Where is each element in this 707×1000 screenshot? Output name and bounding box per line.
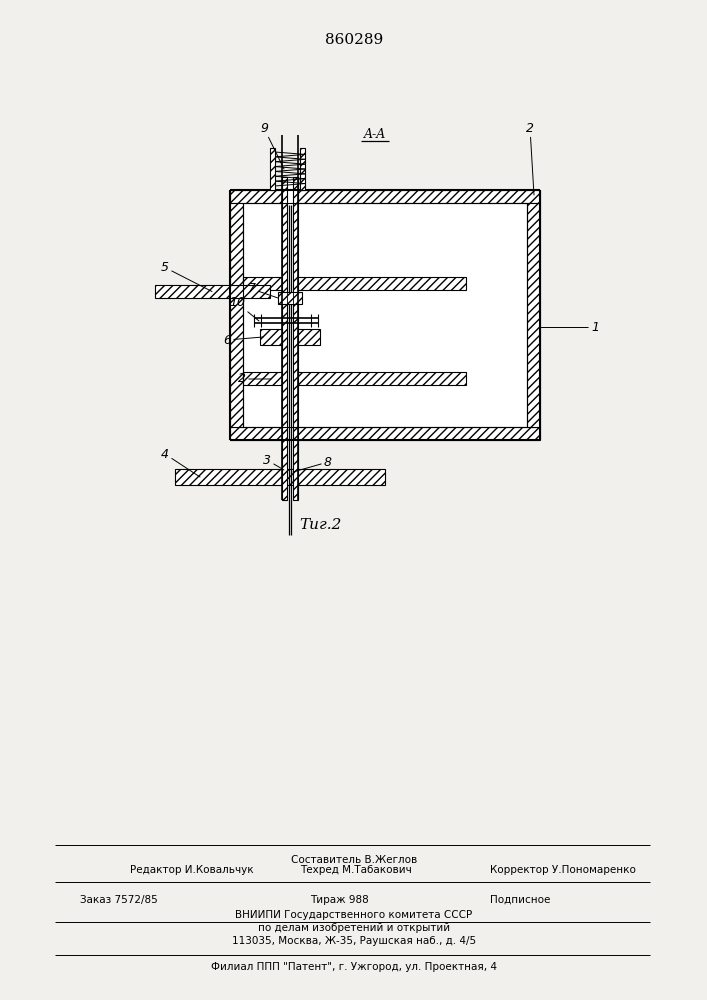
Text: 9: 9 — [260, 121, 284, 169]
Text: 3: 3 — [263, 454, 284, 470]
Text: 113035, Москва, Ж-35, Раушская наб., д. 4/5: 113035, Москва, Ж-35, Раушская наб., д. … — [232, 936, 476, 946]
Bar — [230, 190, 540, 203]
Text: A-A: A-A — [364, 128, 386, 141]
Bar — [298, 329, 320, 345]
Bar — [260, 329, 282, 345]
Text: Составитель В.Жеглов: Составитель В.Жеглов — [291, 855, 417, 865]
Bar — [270, 148, 275, 190]
Text: 7: 7 — [248, 282, 278, 298]
Bar — [175, 469, 385, 485]
Bar — [243, 372, 466, 385]
Bar — [230, 203, 243, 427]
Text: 5: 5 — [161, 261, 212, 292]
Bar — [300, 148, 305, 190]
Text: Подписное: Подписное — [490, 895, 550, 905]
Bar — [527, 203, 540, 427]
Text: 4: 4 — [161, 448, 200, 477]
Bar — [287, 177, 293, 500]
Text: Τиг.2: Τиг.2 — [299, 518, 341, 532]
Text: 2: 2 — [526, 121, 534, 195]
Text: Филиал ППП "Патент", г. Ужгород, ул. Проектная, 4: Филиал ППП "Патент", г. Ужгород, ул. Про… — [211, 962, 497, 972]
Bar — [243, 277, 466, 290]
Text: Заказ 7572/85: Заказ 7572/85 — [80, 895, 158, 905]
Text: Корректор У.Пономаренко: Корректор У.Пономаренко — [490, 865, 636, 875]
Bar — [278, 292, 302, 304]
Text: 8: 8 — [293, 456, 332, 472]
Text: 10: 10 — [229, 296, 259, 321]
Text: Техред М.Табакович: Техред М.Табакович — [300, 865, 411, 875]
Text: 6: 6 — [223, 334, 263, 347]
Text: по делам изобретений и открытий: по делам изобретений и открытий — [258, 923, 450, 933]
Text: 2: 2 — [238, 372, 271, 385]
Bar — [293, 177, 298, 500]
Text: 1: 1 — [540, 321, 599, 334]
Text: Тираж 988: Тираж 988 — [310, 895, 369, 905]
Text: Редактор И.Ковальчук: Редактор И.Ковальчук — [130, 865, 254, 875]
Text: ВНИИПИ Государственного комитета СССР: ВНИИПИ Государственного комитета СССР — [235, 910, 472, 920]
Bar — [282, 177, 287, 500]
Bar — [230, 427, 540, 440]
Text: 860289: 860289 — [325, 33, 383, 47]
Bar — [155, 284, 270, 298]
Bar — [243, 203, 527, 427]
